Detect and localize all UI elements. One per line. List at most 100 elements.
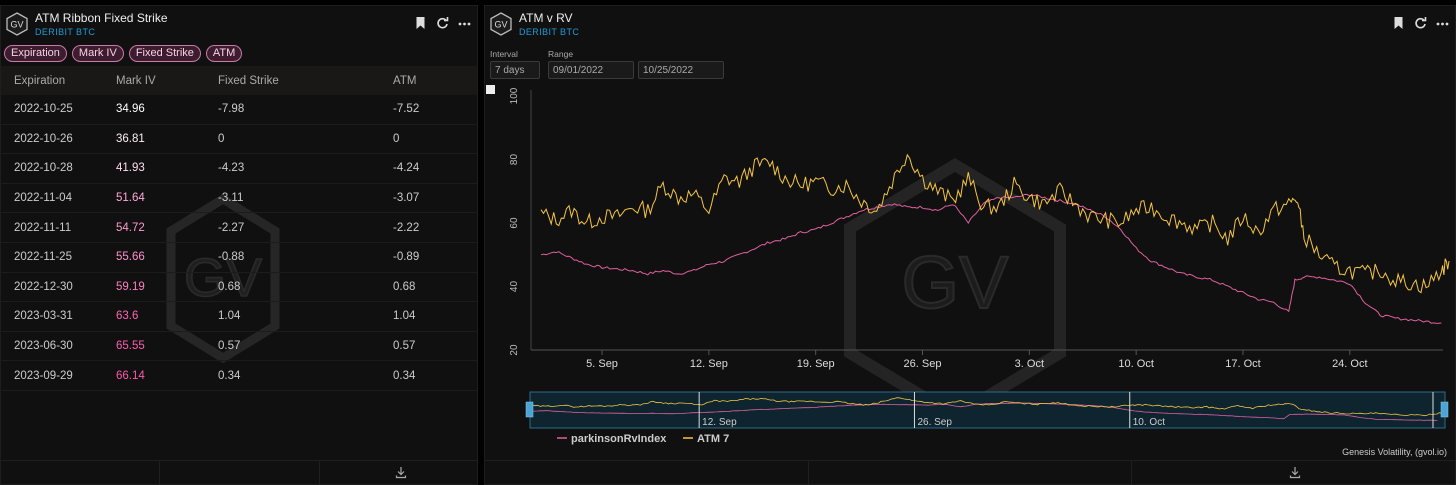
chip-expiration[interactable]: Expiration <box>4 45 67 62</box>
atm-v-rv-chart: GV 20 40 60 80 100 5. Sep 12. Sep 19. Sep 26. Sep… <box>486 85 1450 445</box>
x-tick-label: 19. Sep <box>797 358 835 370</box>
cell-expiration: 2022-10-28 <box>14 162 73 175</box>
navigator-label: 10. Oct <box>1133 417 1165 428</box>
chip-atm[interactable]: ATM <box>205 45 243 62</box>
legend-item[interactable]: parkinsonRvIndex <box>557 433 667 445</box>
navigator-series-line <box>529 402 1438 421</box>
table-row[interactable]: 2022-11-11 54.72 -2.27 -2.22 <box>1 213 477 243</box>
table-row[interactable]: 2022-10-26 36.81 0 0 <box>1 125 477 155</box>
x-tick-label: 26. Sep <box>904 358 942 370</box>
chip-mark-iv[interactable]: Mark IV <box>71 45 124 62</box>
download-icon[interactable] <box>395 466 407 479</box>
logo-text: GV <box>10 20 23 30</box>
cell-expiration: 2023-09-29 <box>14 369 73 382</box>
cell-mark-iv: 54.72 <box>116 221 145 234</box>
series-line-parkinson-rv-index <box>540 193 1442 324</box>
credit-text: Genesis Volatility, (gvol.io) <box>1342 447 1447 457</box>
y-tick-label: 100 <box>509 87 520 104</box>
cell-mark-iv: 59.19 <box>116 280 145 293</box>
cell-mark-iv: 65.55 <box>116 340 145 353</box>
y-tick-label: 80 <box>509 154 520 166</box>
navigator-right-handle[interactable] <box>1440 401 1449 418</box>
interval-label: Interval <box>490 49 518 59</box>
legend-item[interactable]: ATM 7 <box>683 433 729 445</box>
cell-mark-iv: 51.64 <box>116 192 145 205</box>
refresh-icon[interactable] <box>1414 16 1427 30</box>
cell-fixed-strike: -0.88 <box>218 251 245 264</box>
interval-select[interactable]: 7 days <box>490 61 540 79</box>
cell-mark-iv: 36.81 <box>116 132 145 145</box>
cell-atm: 1.04 <box>393 310 416 323</box>
legend-label: ATM 7 <box>697 433 729 445</box>
cell-atm: -2.22 <box>393 221 420 234</box>
col-atm[interactable]: ATM <box>393 74 417 87</box>
panel-footer <box>485 460 1455 484</box>
table-header: Expiration Mark IV Fixed Strike ATM <box>1 66 477 95</box>
gv-logo-icon: GV <box>490 12 512 36</box>
cell-atm: -3.07 <box>393 192 420 205</box>
cell-expiration: 2023-03-31 <box>14 310 73 323</box>
cell-expiration: 2022-11-04 <box>14 192 72 205</box>
table-row[interactable]: 2022-12-30 59.19 0.68 0.68 <box>1 273 477 303</box>
range-start-input[interactable]: 09/01/2022 <box>548 61 634 79</box>
cell-expiration: 2022-12-30 <box>14 280 73 293</box>
range-end-input[interactable]: 10/25/2022 <box>638 61 724 79</box>
column-chips: Expiration Mark IV Fixed Strike ATM <box>4 45 243 62</box>
panel-footer <box>1 460 477 484</box>
col-expiration[interactable]: Expiration <box>14 74 66 87</box>
bookmark-icon[interactable] <box>414 16 427 30</box>
cell-mark-iv: 55.66 <box>116 251 145 264</box>
cell-expiration: 2022-11-11 <box>14 221 72 234</box>
x-tick-label: 3. Oct <box>1015 358 1044 370</box>
cell-expiration: 2022-10-26 <box>14 132 73 145</box>
cell-fixed-strike: 0.34 <box>218 369 241 382</box>
panel-title: ATM v RV <box>519 11 573 25</box>
table-row[interactable]: 2023-09-29 66.14 0.34 0.34 <box>1 361 477 391</box>
range-label: Range <box>548 49 574 59</box>
chip-fixed-strike[interactable]: Fixed Strike <box>128 45 201 62</box>
table-row[interactable]: 2023-06-30 65.55 0.57 0.57 <box>1 332 477 362</box>
legend-label: parkinsonRvIndex <box>571 433 667 445</box>
cell-fixed-strike: 0.68 <box>218 280 241 293</box>
cell-expiration: 2022-10-25 <box>14 103 73 116</box>
gv-logo-icon: GV <box>6 12 28 36</box>
atm-v-rv-panel: GV ATM v RV DERIBIT BTC Interval Range 7… <box>484 5 1456 485</box>
x-tick-label: 12. Sep <box>690 358 728 370</box>
panel-title: ATM Ribbon Fixed Strike <box>35 11 168 25</box>
refresh-icon[interactable] <box>436 16 449 30</box>
cell-atm: -7.52 <box>393 103 420 116</box>
y-tick-label: 40 <box>509 281 520 293</box>
cell-atm: 0 <box>393 132 400 145</box>
x-tick-label: 17. Oct <box>1225 358 1260 370</box>
table-row[interactable]: 2022-11-25 55.66 -0.88 -0.89 <box>1 243 477 273</box>
more-icon[interactable] <box>458 16 471 30</box>
col-fixed-strike[interactable]: Fixed Strike <box>218 74 279 87</box>
table-row[interactable]: 2023-03-31 63.6 1.04 1.04 <box>1 302 477 332</box>
svg-text:GV: GV <box>902 241 1010 324</box>
col-mark-iv[interactable]: Mark IV <box>116 74 156 87</box>
cell-expiration: 2023-06-30 <box>14 340 73 353</box>
cell-mark-iv: 41.93 <box>116 162 145 175</box>
cell-atm: 0.68 <box>393 280 416 293</box>
cell-fixed-strike: -7.98 <box>218 103 245 116</box>
table-row[interactable]: 2022-10-25 34.96 -7.98 -7.52 <box>1 95 477 125</box>
bookmark-icon[interactable] <box>1392 16 1405 30</box>
download-icon[interactable] <box>1289 466 1301 479</box>
more-icon[interactable] <box>1436 16 1449 30</box>
x-tick-label: 24. Oct <box>1332 358 1367 370</box>
cell-fixed-strike: -2.27 <box>218 221 245 234</box>
table-row[interactable]: 2022-10-28 41.93 -4.23 -4.24 <box>1 154 477 184</box>
cell-fixed-strike: 1.04 <box>218 310 241 323</box>
x-tick-label: 5. Sep <box>586 358 618 370</box>
cell-mark-iv: 66.14 <box>116 369 145 382</box>
cell-expiration: 2022-11-25 <box>14 251 72 264</box>
table-row[interactable]: 2022-11-04 51.64 -3.11 -3.07 <box>1 184 477 214</box>
cell-atm: -0.89 <box>393 251 420 264</box>
panel-subtitle: DERIBIT BTC <box>35 27 96 37</box>
navigator-label: 12. Sep <box>702 417 737 428</box>
reset-zoom-icon[interactable] <box>486 85 495 94</box>
cell-fixed-strike: 0 <box>218 132 225 145</box>
cell-fixed-strike: -3.11 <box>218 192 244 205</box>
navigator-left-handle[interactable] <box>525 401 534 418</box>
cell-atm: 0.34 <box>393 369 416 382</box>
